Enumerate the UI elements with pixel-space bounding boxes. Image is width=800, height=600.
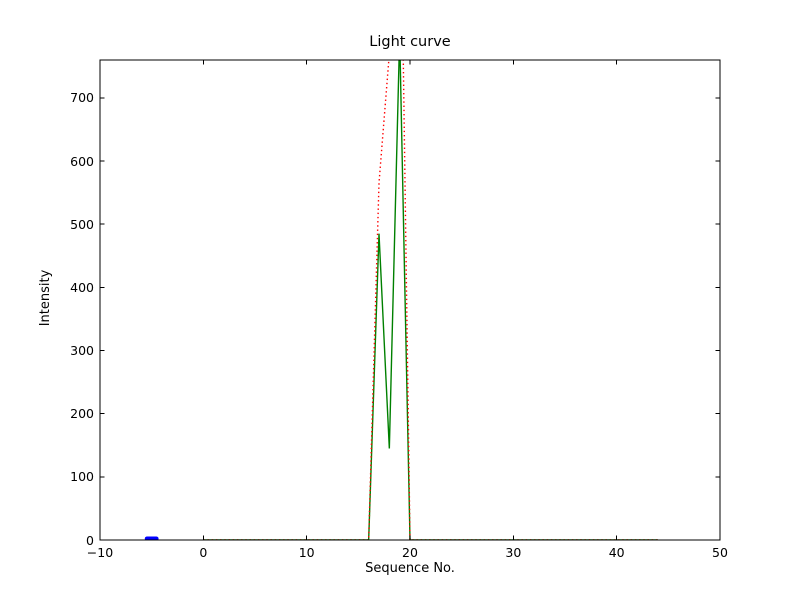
- x-tick-label: 10: [298, 545, 315, 560]
- series-group: [144, 60, 658, 540]
- y-tick-label: 200: [70, 406, 94, 422]
- x-tick-label: 50: [712, 545, 728, 560]
- red-dotted-curve: [203, 60, 658, 540]
- y-tick-label: 700: [70, 90, 94, 106]
- y-tick-label: 100: [70, 469, 94, 485]
- y-tick-label: 500: [70, 216, 94, 232]
- x-tick-label: 0: [199, 545, 208, 560]
- x-tick-label: 20: [402, 545, 418, 560]
- x-tick-label: 40: [608, 545, 625, 560]
- chart-title: Light curve: [369, 34, 451, 50]
- x-axis-label: Sequence No.: [365, 561, 455, 576]
- green-solid-curve: [203, 60, 658, 540]
- y-tick-label: 600: [70, 153, 94, 169]
- y-axis-label: Intensity: [38, 269, 53, 327]
- x-tick-label: −10: [86, 545, 114, 560]
- y-tick-label: 300: [70, 343, 94, 359]
- axes-spines-and-ticks: [99, 59, 721, 541]
- x-tick-label: 30: [505, 545, 522, 560]
- y-tick-label: 0: [86, 532, 94, 548]
- y-tick-label: 400: [70, 279, 94, 295]
- axes-spine-box: [99, 59, 721, 541]
